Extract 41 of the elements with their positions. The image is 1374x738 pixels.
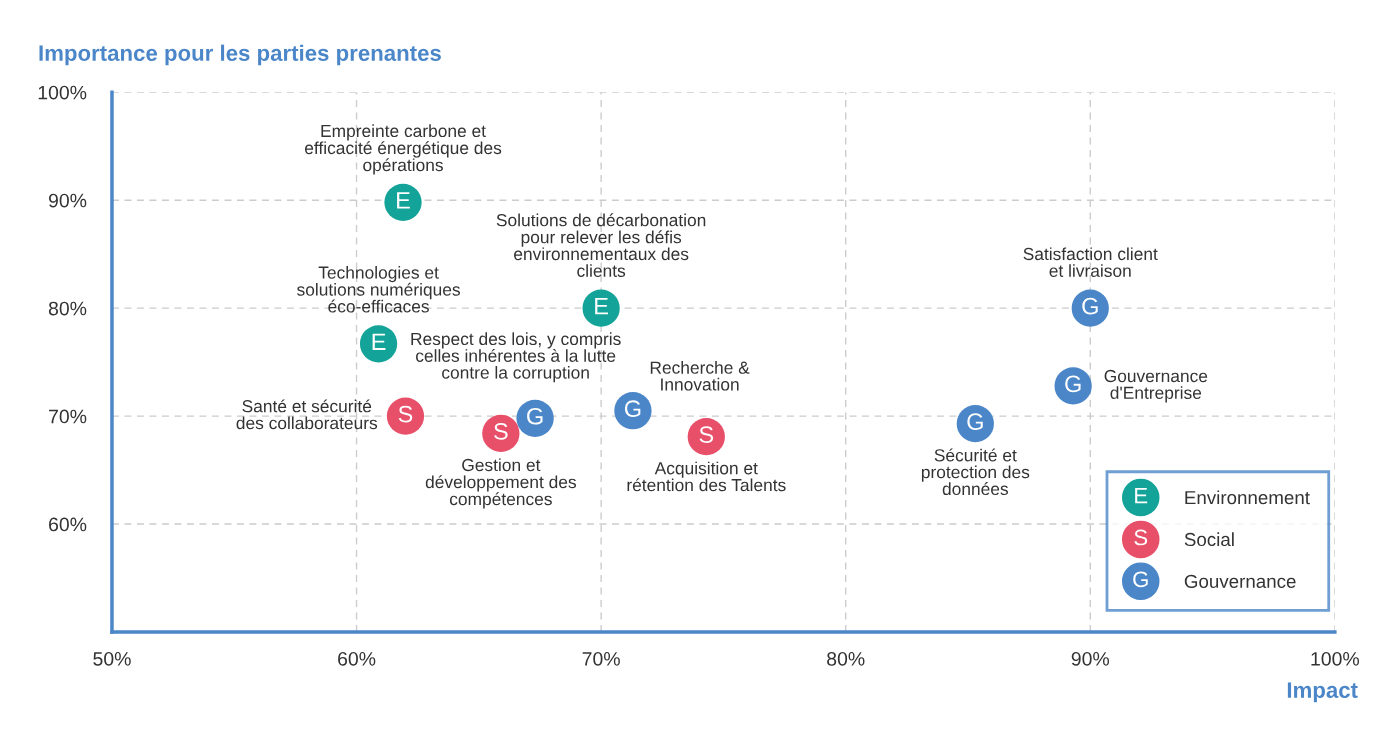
x-tick-label: 90% xyxy=(1071,651,1110,666)
annotation: Recherche & Innovation xyxy=(650,361,750,391)
data-label: S xyxy=(494,423,508,440)
annotation: Sécurité et protection des données xyxy=(921,448,1030,496)
data-label: G xyxy=(624,400,641,418)
data-label: G xyxy=(967,413,983,431)
annotation: Empreinte carbone et efficacité énergétique des opérations xyxy=(304,124,502,175)
y-tick-label: 70% xyxy=(49,409,87,424)
data-label: S xyxy=(699,426,714,443)
data-label: E xyxy=(372,333,386,350)
x-tick-label: 50% xyxy=(93,651,131,666)
x-tick-label: 60% xyxy=(338,651,376,666)
annotation: Respect des lois, y compris celles inhérentes à la lutte contre la corruption xyxy=(411,332,621,383)
annotation: Technologies et solutions numériques éco-efficaces xyxy=(297,265,460,313)
annotation: Solutions de décarbonation pour relever les défis environnementaux des clients xyxy=(496,213,706,277)
data-label: S xyxy=(398,405,413,423)
y-axis-title: Importance pour les parties prenantes xyxy=(39,44,441,66)
data-label: G xyxy=(1082,297,1098,315)
annotation: Acquisition et rétention des Talents xyxy=(627,461,786,492)
legend-label: Gouvernance xyxy=(1184,574,1296,588)
annotation: Santé et sécurité des collaborateurs xyxy=(236,399,378,430)
annotation: Gestion et développement des compétences xyxy=(425,458,576,509)
y-tick-label: 80% xyxy=(48,301,87,316)
data-label: E xyxy=(595,298,608,315)
x-axis-title: Impact xyxy=(1287,682,1358,703)
legend-label: Social xyxy=(1184,532,1234,547)
text: E xyxy=(1135,487,1148,504)
y-tick-label: 100% xyxy=(38,85,87,100)
x-tick-label: 70% xyxy=(582,651,620,666)
annotation: Satisfaction client et livraison xyxy=(1023,247,1158,277)
y-tick-label: 90% xyxy=(48,193,87,208)
y-tick-label: 60% xyxy=(49,517,87,532)
data-label: E xyxy=(397,192,410,209)
text: G xyxy=(1133,571,1148,588)
annotation: Gouvernance d'Entreprise xyxy=(1104,369,1208,403)
data-label: G xyxy=(1065,375,1081,393)
x-tick-label: 100% xyxy=(1311,651,1360,666)
legend-label: Environnement xyxy=(1185,490,1310,505)
text: S xyxy=(1134,529,1148,546)
data-label: G xyxy=(527,407,543,425)
x-tick-label: 80% xyxy=(827,651,865,666)
